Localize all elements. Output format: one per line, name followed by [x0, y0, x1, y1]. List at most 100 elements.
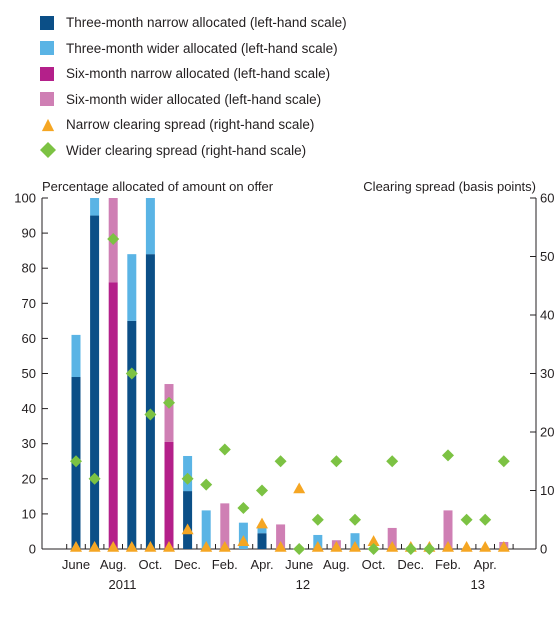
- legend-label: Three-month narrow allocated (left-hand …: [66, 15, 347, 31]
- narrow-clearing-spread-point: [460, 541, 473, 552]
- legend-label: Wider clearing spread (right-hand scale): [66, 142, 307, 158]
- legend-swatch: [40, 41, 54, 56]
- narrow-clearing-spread-point: [256, 517, 268, 529]
- left-axis-tick-label: 70: [22, 296, 36, 311]
- plot-area: 0 10 20 30 40 50 60 70 80 90 100 0 10 20 30 40 50 60 June A…: [14, 191, 554, 593]
- wider-clearing-spread-point: [237, 502, 250, 515]
- bar-six-month-wider: [443, 510, 453, 549]
- legend-item: Narrow clearing spread (right-hand scale…: [40, 112, 347, 138]
- x-axis-month-label: Aug.: [100, 557, 127, 572]
- right-axis-tick-label: 10: [540, 483, 554, 498]
- legend-label: Narrow clearing spread (right-hand scale…: [66, 117, 315, 133]
- wider-clearing-spread-point: [200, 478, 213, 491]
- bar-three-month-wider: [201, 510, 211, 549]
- legend-swatch: [40, 66, 54, 81]
- legend-diamond-marker: [40, 142, 56, 159]
- legend-swatch: [40, 92, 54, 107]
- wider-clearing-spread-point: [386, 455, 399, 468]
- x-axis-month-label: Oct.: [362, 557, 386, 572]
- x-axis-month-label: Dec.: [397, 557, 424, 572]
- bar-six-month-wider: [164, 384, 174, 442]
- bar-three-month-narrow: [183, 491, 193, 549]
- narrow-clearing-spread-point: [497, 541, 510, 552]
- right-axis-title: Clearing spread (basis points): [363, 179, 536, 194]
- left-axis-tick-label: 40: [22, 401, 36, 416]
- wider-clearing-spread-point: [70, 455, 82, 468]
- narrow-clearing-spread-point: [144, 541, 157, 552]
- bar-three-month-narrow: [145, 254, 155, 549]
- right-axis-tick-label: 50: [540, 249, 554, 264]
- legend-item: Three-month wider allocated (left-hand s…: [40, 36, 347, 62]
- wider-clearing-spread-point: [404, 543, 417, 555]
- legend-label: Six-month wider allocated (left-hand sca…: [66, 91, 322, 107]
- legend-item: Six-month narrow allocated (left-hand sc…: [40, 61, 347, 87]
- legend-triangle-marker: [41, 118, 55, 131]
- left-axis-tick-label: 50: [22, 366, 36, 381]
- x-axis-month-label: Aug.: [323, 557, 350, 572]
- x-axis-year-label: 12: [296, 577, 310, 592]
- bar-six-month-wider: [220, 503, 230, 549]
- left-axis-tick-label: 20: [22, 471, 36, 486]
- wider-clearing-spread-point: [218, 443, 231, 456]
- narrow-clearing-spread-point: [88, 541, 101, 552]
- wider-clearing-spread-point: [497, 455, 510, 468]
- narrow-clearing-spread-point: [237, 535, 250, 546]
- bar-three-month-wider: [71, 334, 81, 378]
- x-axis-month-label: Dec.: [174, 557, 201, 572]
- wider-clearing-spread-point: [479, 513, 492, 526]
- bar-three-month-wider: [127, 254, 137, 321]
- bar-three-month-wider: [90, 198, 100, 216]
- wider-clearing-spread-point: [293, 543, 306, 555]
- bar-six-month-wider: [387, 527, 397, 549]
- wider-clearing-spread-point: [311, 513, 324, 526]
- left-axis-tick-label: 0: [29, 542, 36, 557]
- bar-three-month-wider: [145, 198, 155, 255]
- left-axis-tick-label: 90: [22, 226, 36, 241]
- narrow-clearing-spread-point: [70, 541, 82, 552]
- legend-swatch: [40, 15, 54, 30]
- narrow-clearing-spread-point: [218, 541, 231, 552]
- legend-item: Three-month narrow allocated (left-hand …: [40, 10, 347, 36]
- wider-clearing-spread-point: [125, 367, 138, 380]
- legend-item: Wider clearing spread (right-hand scale): [40, 138, 347, 164]
- narrow-clearing-spread-point: [163, 541, 175, 552]
- x-axis-month-label: Feb.: [435, 557, 461, 572]
- wider-clearing-spread-point: [460, 513, 473, 526]
- bar-six-month-wider: [276, 524, 286, 549]
- wider-clearing-spread-point: [163, 396, 175, 409]
- wider-clearing-spread-point: [274, 455, 287, 468]
- x-axis-month-label: Apr.: [474, 557, 497, 572]
- narrow-clearing-spread-point: [311, 541, 324, 552]
- right-axis-tick-label: 30: [540, 366, 554, 381]
- wider-clearing-spread-point: [181, 472, 194, 485]
- narrow-clearing-spread-point: [349, 541, 361, 552]
- left-axis-title: Percentage allocated of amount on offer: [42, 179, 274, 194]
- x-axis-month-label: Apr.: [250, 557, 273, 572]
- left-axis-tick-label: 30: [22, 436, 36, 451]
- x-axis-month-label: Oct.: [138, 557, 162, 572]
- narrow-clearing-spread-point: [200, 541, 213, 552]
- bar-three-month-narrow: [127, 320, 137, 549]
- right-axis-tick-label: 20: [540, 425, 554, 440]
- narrow-clearing-spread-point: [181, 523, 194, 535]
- bar-three-month-narrow: [257, 533, 267, 549]
- narrow-clearing-spread-point: [274, 541, 287, 552]
- left-axis-tick-label: 80: [22, 261, 36, 276]
- chart-legend: Three-month narrow allocated (left-hand …: [40, 10, 347, 163]
- narrow-clearing-spread-point: [479, 541, 492, 552]
- legend-item: Six-month wider allocated (left-hand sca…: [40, 87, 347, 113]
- left-axis-tick-label: 10: [22, 506, 36, 521]
- x-axis-month-label: June: [62, 557, 90, 572]
- left-axis-tick-label: 60: [22, 331, 36, 346]
- right-axis-tick-label: 0: [540, 542, 547, 557]
- narrow-clearing-spread-point: [125, 541, 138, 552]
- wider-clearing-spread-point: [367, 543, 380, 555]
- wider-clearing-spread-point: [144, 408, 157, 421]
- wider-clearing-spread-point: [349, 513, 361, 526]
- wider-clearing-spread-point: [107, 232, 120, 245]
- bar-three-month-narrow: [90, 215, 100, 550]
- narrow-clearing-spread-point: [386, 541, 399, 552]
- x-axis-month-label: Feb.: [212, 557, 238, 572]
- x-axis-year-label: 13: [471, 577, 485, 592]
